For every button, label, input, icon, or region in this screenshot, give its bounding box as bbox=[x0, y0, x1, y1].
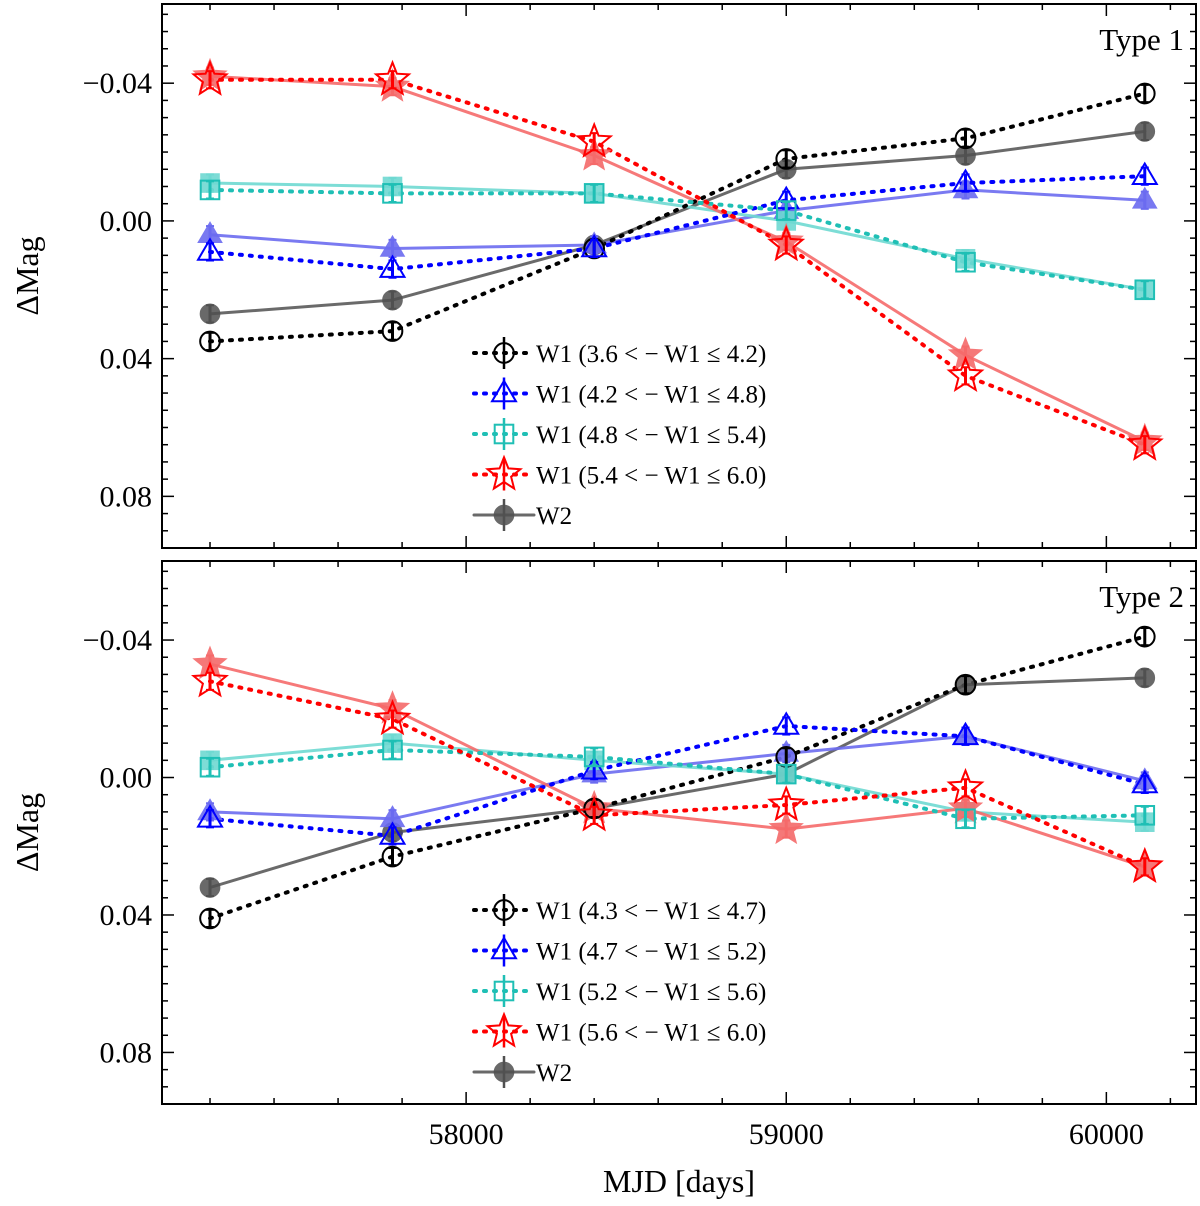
series-line-3 bbox=[208, 679, 1147, 869]
data-point-s0-5 bbox=[1133, 625, 1156, 648]
legend-entry-label: W2 bbox=[536, 503, 572, 530]
series-line-6 bbox=[208, 181, 1147, 292]
y-tick-label: 0.00 bbox=[100, 205, 153, 238]
legend-entry-label: W1 (4.8 < g − W1 ≤ 5.4) bbox=[536, 422, 766, 449]
data-point-s0-4 bbox=[954, 127, 977, 150]
series-line-5 bbox=[208, 734, 1147, 821]
y-tick-label: 0.08 bbox=[100, 480, 153, 513]
series-line-7 bbox=[208, 74, 1147, 443]
axes-frame bbox=[161, 3, 1197, 549]
panel-type-label: Type 1 bbox=[1099, 22, 1184, 57]
y-axis-label: ΔMag bbox=[9, 793, 45, 872]
data-point-s0-4 bbox=[954, 673, 977, 696]
plot-area bbox=[191, 57, 1164, 461]
legend-entry-label: W1 (5.2 < g − W1 ≤ 5.6) bbox=[536, 979, 766, 1006]
legend-entry-label: W2 bbox=[536, 1060, 572, 1087]
y-tick-label: 0.08 bbox=[100, 1036, 153, 1069]
series-line-4 bbox=[208, 676, 1147, 889]
legend-entry-label: W1 (3.6 < g − W1 ≤ 4.2) bbox=[536, 341, 766, 368]
legend: W1 (3.6 < g − W1 ≤ 4.2) W1 (4.2 < g − W1 … bbox=[472, 337, 766, 531]
legend: W1 (4.3 < g − W1 ≤ 4.7) W1 (4.7 < g − W1 … bbox=[472, 894, 766, 1088]
y-tick-label: −0.04 bbox=[83, 624, 152, 657]
x-tick-label: 59000 bbox=[749, 1118, 824, 1151]
series-line-2 bbox=[208, 187, 1147, 292]
data-point-s0-5 bbox=[1133, 82, 1156, 105]
y-axis-label: ΔMag bbox=[9, 236, 45, 315]
data-point-s0-1 bbox=[381, 845, 404, 868]
series-line-3 bbox=[208, 77, 1147, 447]
x-tick-label: 60000 bbox=[1069, 1118, 1144, 1151]
y-tick-label: −0.04 bbox=[83, 67, 152, 100]
series-line-0 bbox=[208, 91, 1147, 344]
series-line-1 bbox=[208, 174, 1147, 272]
y-tick-label: 0.04 bbox=[100, 899, 153, 932]
legend-entry-label: W1 (4.7 < g − W1 ≤ 5.2) bbox=[536, 939, 766, 966]
y-tick-label: 0.04 bbox=[100, 343, 153, 376]
series-line-2 bbox=[208, 748, 1147, 821]
plot-area bbox=[191, 625, 1164, 930]
panel-type-label: Type 2 bbox=[1099, 579, 1184, 614]
legend-entry-label: W1 (4.2 < g − W1 ≤ 4.8) bbox=[536, 382, 766, 409]
panel-1: −0.04 0.00 0.04 0.08 ΔMag Type 1 W1 (3.6 < g −… bbox=[9, 3, 1197, 549]
legend-entry-label: W1 (5.4 < g − W1 ≤ 6.0) bbox=[536, 463, 766, 490]
series-line-0 bbox=[208, 634, 1147, 921]
data-point-s0-0 bbox=[199, 330, 221, 353]
series-line-4 bbox=[208, 129, 1147, 316]
x-axis-label: MJD [days] bbox=[603, 1163, 755, 1199]
data-point-s0-0 bbox=[199, 907, 221, 930]
x-tick-label: 58000 bbox=[429, 1118, 504, 1151]
legend-entry-label: W1 (5.6 < g − W1 ≤ 6.0) bbox=[536, 1020, 766, 1047]
data-point-s0-2 bbox=[583, 237, 606, 260]
legend-entry-label: W1 (4.3 < g − W1 ≤ 4.7) bbox=[536, 898, 766, 925]
panel-2: −0.04 0.00 0.04 0.08 ΔMag Type 2 W1 (4.3 < g −… bbox=[9, 560, 1197, 1199]
data-point-s0-1 bbox=[381, 320, 404, 342]
y-tick-label: 0.00 bbox=[100, 762, 153, 795]
series-line-5 bbox=[208, 188, 1147, 250]
axes-frame bbox=[161, 560, 1197, 1105]
data-point-s0-3 bbox=[775, 148, 798, 170]
series-line-1 bbox=[208, 724, 1147, 838]
